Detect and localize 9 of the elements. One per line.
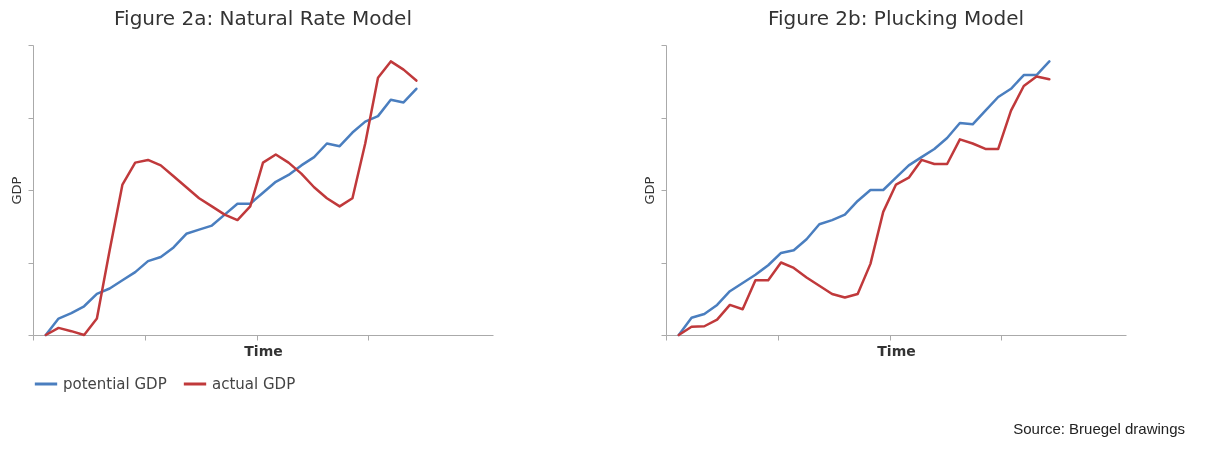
legend-label: actual GDP [212,375,296,393]
x-axis-title: Time [877,343,916,359]
source-note: Source: Bruegel drawings [1013,420,1185,437]
y-axis-title: GDP [9,176,24,205]
chart-title: Figure 2b: Plucking Model [767,5,1025,30]
y-axis-title: GDP [642,176,657,205]
chart-title: Figure 2a: Natural Rate Model [114,5,412,30]
x-axis-title: Time [244,343,283,359]
legend-label: potential GDP [63,375,167,393]
